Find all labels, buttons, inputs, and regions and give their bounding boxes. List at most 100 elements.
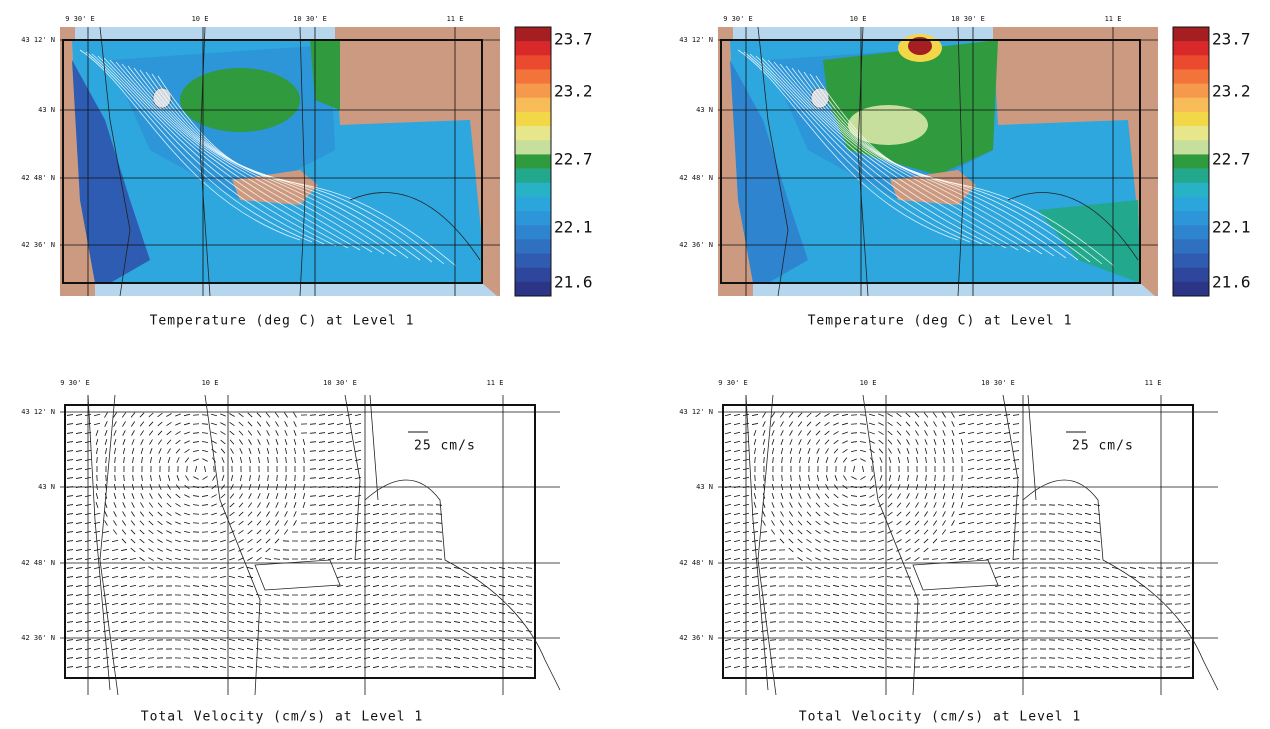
velocity-arrow: [211, 568, 217, 569]
velocity-arrow: [202, 648, 208, 649]
velocity-arrow: [780, 413, 784, 418]
velocity-arrow: [950, 594, 956, 595]
velocity-arrow: [247, 585, 253, 586]
velocity-arrow: [229, 413, 234, 416]
velocity-arrow: [725, 657, 731, 658]
velocity-arrow: [382, 621, 388, 622]
velocity-arrow: [1112, 603, 1118, 604]
velocity-arrow: [328, 495, 334, 496]
velocity-arrow: [1121, 657, 1127, 658]
velocity-arrow: [148, 649, 154, 650]
velocity-arrow: [833, 513, 838, 516]
velocity-arrow: [752, 576, 758, 577]
velocity-arrow: [808, 439, 811, 444]
velocity-arrow: [1022, 577, 1028, 578]
velocity-arrow: [220, 639, 226, 640]
velocity-arrow: [1085, 513, 1091, 514]
velocity-arrow: [141, 457, 142, 463]
velocity-arrow: [932, 559, 938, 560]
velocity-arrow: [436, 667, 442, 668]
velocity-arrow: [310, 523, 316, 524]
velocity-arrow: [337, 522, 343, 523]
velocity-arrow: [842, 594, 848, 595]
velocity-arrow: [763, 511, 766, 516]
velocity-arrow: [294, 430, 296, 436]
velocity-arrow: [268, 475, 269, 481]
velocity-arrow: [319, 505, 325, 506]
velocity-arrow: [977, 513, 983, 514]
velocity-arrow: [76, 441, 82, 442]
velocity-arrow: [1121, 603, 1127, 604]
velocity-arrow: [526, 667, 532, 668]
velocity-arrow: [103, 549, 109, 550]
velocity-arrow: [319, 649, 325, 650]
velocity-arrow: [1184, 667, 1190, 668]
velocity-arrow: [1121, 567, 1127, 568]
velocity-arrow: [166, 567, 172, 569]
velocity-arrow: [968, 621, 974, 622]
velocity-arrow: [807, 539, 812, 542]
lat-label: 42 36' N: [679, 634, 713, 642]
colorbar-swatch: [515, 69, 551, 83]
velocity-arrow: [229, 549, 235, 551]
velocity-arrow: [355, 648, 361, 649]
velocity-arrow: [132, 502, 135, 507]
velocity-arrow: [869, 666, 875, 667]
velocity-arrow: [790, 448, 792, 454]
lon-label: 11 E: [1105, 15, 1122, 23]
velocity-arrow: [932, 613, 938, 614]
velocity-arrow: [266, 521, 270, 526]
velocity-arrow: [943, 421, 946, 426]
velocity-arrow: [871, 475, 874, 480]
velocity-arrow: [1112, 594, 1118, 595]
velocity-arrow: [995, 432, 1001, 433]
velocity-arrow: [1067, 612, 1073, 613]
velocity-arrow: [140, 422, 144, 427]
velocity-arrow: [247, 558, 252, 561]
colorbar-swatch: [1173, 268, 1209, 282]
velocity-arrow: [274, 595, 280, 596]
velocity-arrow: [833, 648, 839, 649]
velocity-arrow: [995, 621, 1001, 622]
velocity-arrow: [337, 612, 343, 613]
velocity-arrow: [761, 577, 767, 578]
velocity-arrow: [166, 549, 172, 551]
velocity-arrow: [517, 631, 523, 632]
velocity-arrow: [238, 630, 244, 631]
velocity-arrow: [915, 521, 919, 525]
velocity-arrow: [934, 448, 935, 454]
velocity-arrow: [256, 630, 262, 631]
velocity-arrow: [148, 658, 154, 659]
velocity-arrow: [824, 612, 830, 613]
velocity-arrow: [76, 639, 82, 640]
velocity-arrow: [1067, 549, 1073, 550]
velocity-arrow: [897, 440, 900, 445]
velocity-arrow: [752, 414, 758, 415]
velocity-arrow: [995, 531, 1001, 532]
velocity-arrow: [346, 495, 352, 496]
velocity-arrow: [346, 432, 352, 433]
velocity-arrow: [481, 612, 487, 613]
velocity-arrow: [888, 494, 892, 499]
lon-label: 10 30' E: [293, 15, 327, 23]
velocity-arrow: [250, 475, 251, 481]
velocity-arrow: [851, 621, 857, 622]
velocity-arrow: [202, 630, 208, 631]
velocity-arrow: [67, 496, 73, 497]
velocity-arrow: [1085, 576, 1091, 577]
velocity-arrow: [113, 530, 117, 535]
velocity-arrow: [977, 504, 983, 505]
velocity-arrow: [139, 576, 145, 577]
velocity-arrow: [310, 469, 316, 470]
velocity-arrow: [463, 639, 469, 640]
velocity-arrow: [391, 532, 397, 533]
velocity-arrow: [825, 440, 829, 444]
velocity-arrow: [141, 493, 143, 498]
velocity-arrow: [175, 431, 180, 434]
velocity-arrow: [238, 567, 244, 569]
velocity-arrow: [725, 432, 731, 433]
velocity-arrow: [123, 502, 126, 507]
velocity-arrow: [175, 414, 181, 416]
velocity-arrow: [977, 621, 983, 622]
velocity-arrow: [1004, 594, 1010, 595]
